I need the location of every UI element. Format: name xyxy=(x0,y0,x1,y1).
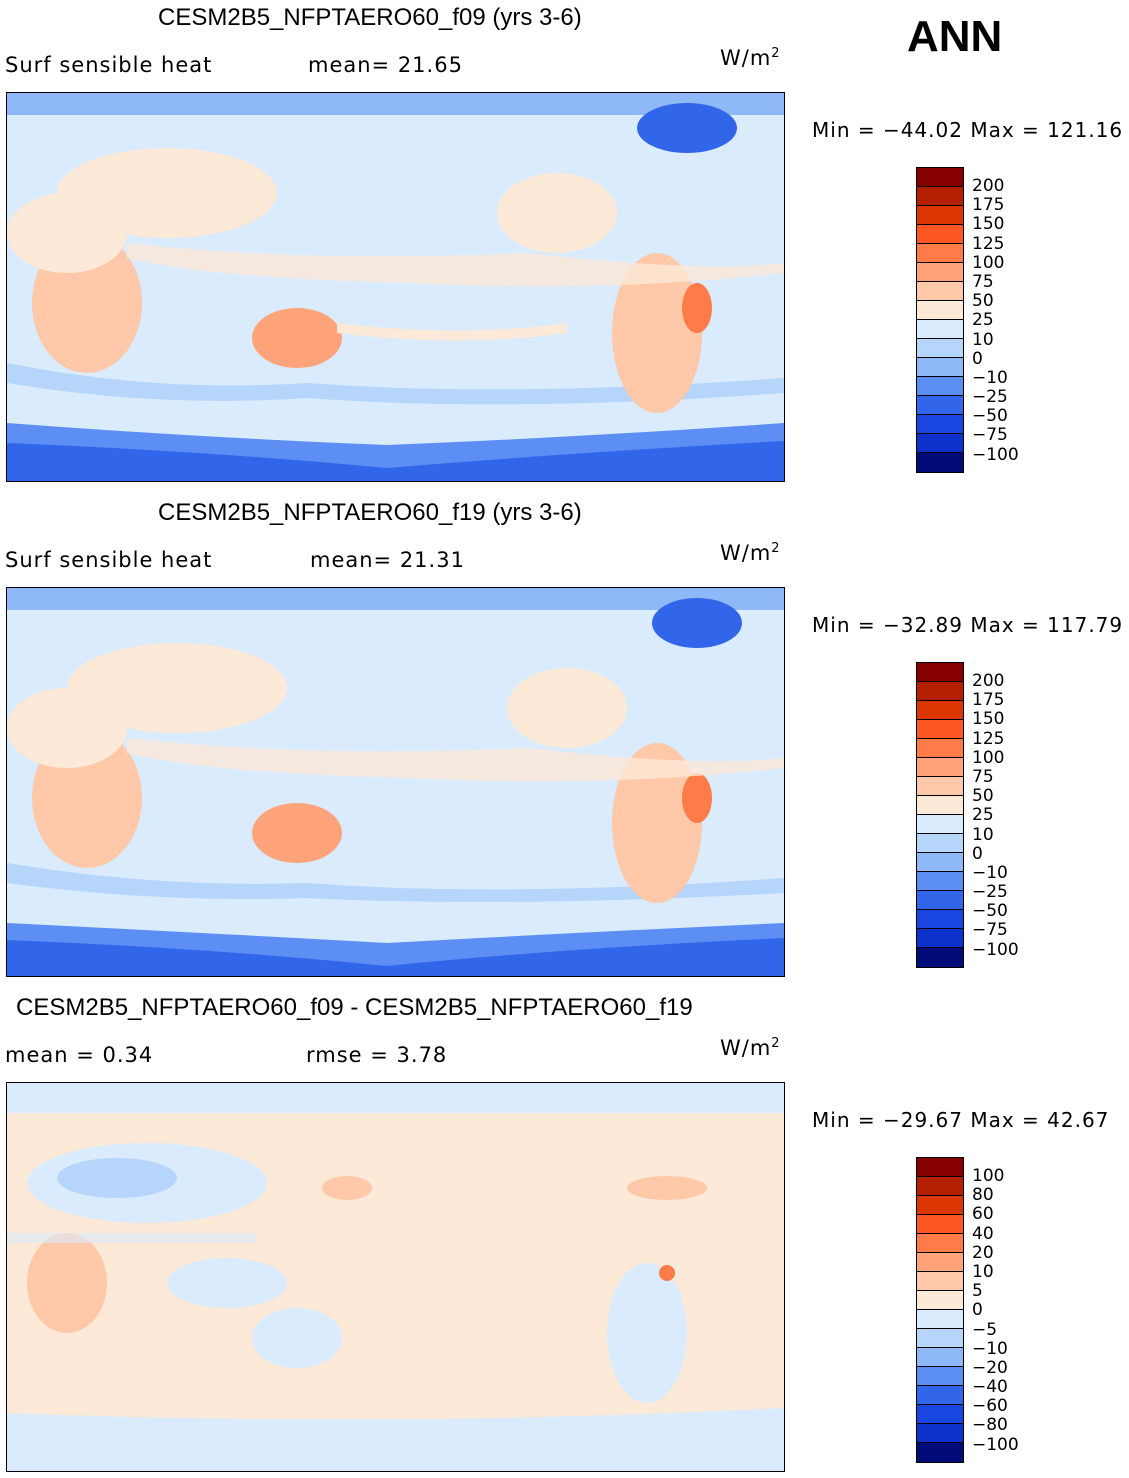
panel-1-mean-label: mean= 21.65 xyxy=(308,53,463,77)
panel-3-map-field xyxy=(7,1083,784,1471)
panel-1-variable-label: Surf sensible heat xyxy=(5,53,213,77)
panel-1-minmax: Min = −44.02 Max = 121.16 xyxy=(812,118,1124,142)
panel-1-units: W/m2 xyxy=(720,46,781,70)
panel-1-map-field xyxy=(7,93,784,481)
panel-3-rmse-label: rmse = 3.78 xyxy=(306,1043,448,1067)
panel-3-title: CESM2B5_NFPTAERO60_f09 - CESM2B5_NFPTAER… xyxy=(16,994,693,1021)
panel-2-title: CESM2B5_NFPTAERO60_f19 (yrs 3-6) xyxy=(158,499,582,526)
season-label: ANN xyxy=(907,12,1003,61)
panel-2-colorbar-labels: 200 175 150 125 100 75 50 25 10 0 −10 −25 −50 −75… xyxy=(972,671,1019,960)
panel-1-colorbar-labels: 200 175 150 125 100 75 50 25 10 0 −10 −25 −50 −75… xyxy=(972,176,1019,465)
panel-3-colorbar xyxy=(916,1157,964,1463)
panel-1-colorbar xyxy=(916,167,964,473)
panel-2-map-field xyxy=(7,588,784,976)
panel-3-mean-label: mean = 0.34 xyxy=(5,1043,154,1067)
panel-2-colorbar xyxy=(916,662,964,968)
panel-3-minmax: Min = −29.67 Max = 42.67 xyxy=(812,1108,1110,1132)
panel-3-colorbar-labels: 100 80 60 40 20 10 5 0 −5 −10 −20 −40 −60 −80 −100 xyxy=(972,1166,1019,1455)
panel-2-units: W/m2 xyxy=(720,541,781,565)
panel-2-map xyxy=(6,587,785,977)
panel-3-map xyxy=(6,1082,785,1472)
panel-1-title: CESM2B5_NFPTAERO60_f09 (yrs 3-6) xyxy=(158,4,582,31)
panel-2-minmax: Min = −32.89 Max = 117.79 xyxy=(812,613,1124,637)
panel-2-mean-label: mean= 21.31 xyxy=(310,548,465,572)
panel-1-map xyxy=(6,92,785,482)
panel-3-units: W/m2 xyxy=(720,1036,781,1060)
panel-2-variable-label: Surf sensible heat xyxy=(5,548,213,572)
